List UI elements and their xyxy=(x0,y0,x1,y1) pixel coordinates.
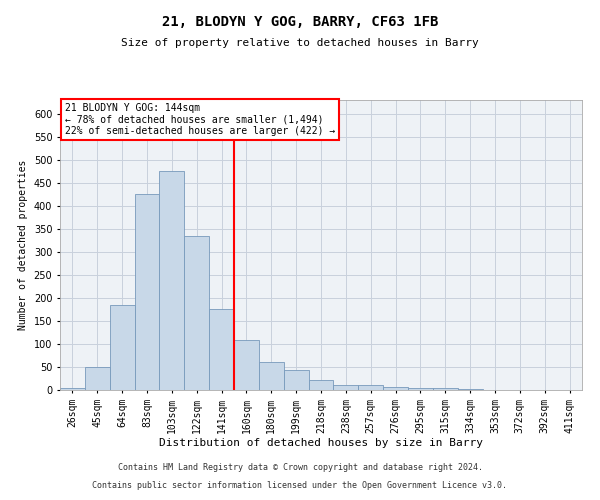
Text: 21, BLODYN Y GOG, BARRY, CF63 1FB: 21, BLODYN Y GOG, BARRY, CF63 1FB xyxy=(162,15,438,29)
Bar xyxy=(358,386,383,390)
Text: Contains public sector information licensed under the Open Government Licence v3: Contains public sector information licen… xyxy=(92,481,508,490)
Bar xyxy=(334,386,358,390)
Bar xyxy=(383,387,408,390)
Bar xyxy=(259,362,284,390)
Bar xyxy=(433,388,458,390)
Bar xyxy=(110,305,134,390)
Bar xyxy=(308,380,334,390)
X-axis label: Distribution of detached houses by size in Barry: Distribution of detached houses by size … xyxy=(159,438,483,448)
Bar xyxy=(85,367,110,390)
Bar xyxy=(408,388,433,390)
Bar xyxy=(284,370,308,390)
Text: 21 BLODYN Y GOG: 144sqm
← 78% of detached houses are smaller (1,494)
22% of semi: 21 BLODYN Y GOG: 144sqm ← 78% of detache… xyxy=(65,103,335,136)
Bar xyxy=(234,340,259,390)
Text: Size of property relative to detached houses in Barry: Size of property relative to detached ho… xyxy=(121,38,479,48)
Bar xyxy=(458,389,482,390)
Bar xyxy=(209,310,234,390)
Y-axis label: Number of detached properties: Number of detached properties xyxy=(18,160,28,330)
Bar xyxy=(60,388,85,390)
Bar xyxy=(184,236,209,390)
Text: Contains HM Land Registry data © Crown copyright and database right 2024.: Contains HM Land Registry data © Crown c… xyxy=(118,464,482,472)
Bar xyxy=(160,172,184,390)
Bar xyxy=(134,194,160,390)
